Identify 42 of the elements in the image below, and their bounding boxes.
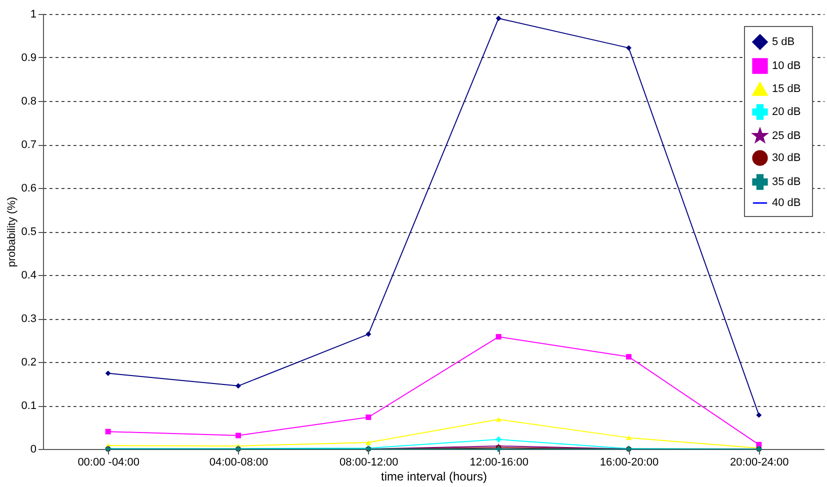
y-tick-label: 0.6 (21, 182, 36, 194)
legend-label: 30 dB (772, 152, 801, 164)
point (236, 432, 241, 438)
legend-label: 10 dB (772, 60, 801, 72)
legend-label: 40 dB (772, 197, 801, 209)
y-axis-title: probability (%) (6, 196, 18, 268)
point (496, 436, 502, 442)
point (105, 370, 111, 376)
y-tick-label: 0.9 (21, 52, 36, 64)
y-tick-label: 1 (30, 8, 36, 20)
x-tick-label: 04:00-08:00 (209, 456, 268, 468)
x-tick-label: 08:00-12:00 (340, 456, 398, 468)
point (366, 331, 372, 337)
y-tick-label: 0.2 (21, 356, 36, 368)
y-tick-label: 0.7 (21, 139, 36, 151)
y-tick-label: 0.3 (21, 313, 36, 325)
point (366, 414, 372, 420)
y-tick-label: 0.4 (21, 270, 36, 282)
x-tick-label: 12:00-16:00 (470, 456, 528, 468)
point (756, 412, 762, 418)
point (626, 435, 632, 440)
x-axis-title: time interval (hours) (380, 470, 488, 484)
point (496, 16, 502, 22)
x-tick-label: 16:00-20:00 (600, 456, 659, 468)
y-tick-label: 0.1 (21, 400, 36, 412)
legend-label: 5 dB (772, 36, 795, 48)
point (626, 45, 632, 51)
legend-label: 25 dB (772, 130, 801, 142)
x-tick-label: 20:00-24:00 (730, 456, 789, 468)
point (236, 383, 241, 389)
point (496, 417, 502, 422)
point (496, 334, 502, 340)
y-tick-label: 0.8 (21, 96, 36, 108)
x-tick-label: 00:00 -04:00 (78, 456, 140, 468)
y-tick-label: 0.5 (21, 226, 36, 238)
legend-label: 35 dB (772, 176, 801, 188)
y-tick-label: 0 (30, 444, 36, 456)
point (105, 428, 111, 434)
legend-label: 20 dB (772, 106, 801, 118)
point (626, 354, 632, 360)
point (366, 440, 372, 445)
legend-label: 15 dB (772, 83, 801, 95)
